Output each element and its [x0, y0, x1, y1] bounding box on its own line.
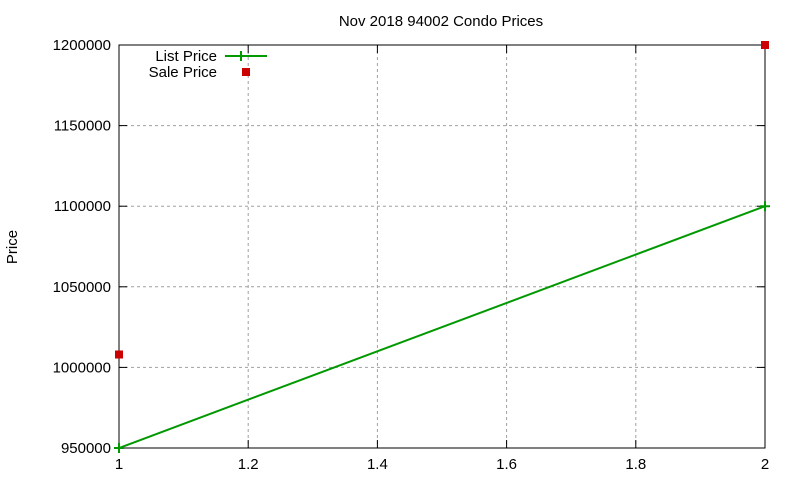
legend-label-list-price: List Price — [155, 48, 217, 65]
plus-marker-icon — [760, 201, 770, 212]
plus-marker-icon — [114, 443, 124, 453]
x-tick-label: 1.6 — [496, 456, 517, 473]
x-tick-label: 1 — [115, 456, 123, 473]
y-axis-label: Price — [4, 230, 21, 264]
y-tick-label: 950000 — [61, 440, 111, 457]
plot-border — [118, 44, 766, 449]
legend-label-sale-price: Sale Price — [149, 64, 217, 81]
x-tick-label: 1.2 — [238, 456, 259, 473]
y-tick-label: 1000000 — [53, 359, 111, 376]
y-tick-label: 1200000 — [53, 37, 111, 54]
list-price-line — [118, 205, 766, 449]
y-tick-label: 1050000 — [53, 279, 111, 296]
x-tick-label: 1.4 — [367, 456, 388, 473]
x-tick-label: 2 — [761, 456, 769, 473]
data-series — [114, 41, 770, 453]
y-tick-label: 1150000 — [54, 118, 111, 135]
legend-plus-marker-icon — [236, 51, 246, 61]
y-tick-label: 1100000 — [54, 198, 111, 215]
legend-square-marker-icon — [242, 68, 250, 76]
sale-price-point — [761, 41, 769, 49]
chart-title: Nov 2018 94002 Condo Prices — [339, 13, 543, 30]
grid-lines — [119, 45, 765, 448]
x-tick-label: 1.8 — [625, 456, 646, 473]
sale-price-point — [115, 350, 123, 359]
legend: List Price Sale Price — [149, 48, 267, 81]
axis-ticks: 950000 1000000 1050000 1100000 1150000 120000… — [53, 37, 770, 473]
